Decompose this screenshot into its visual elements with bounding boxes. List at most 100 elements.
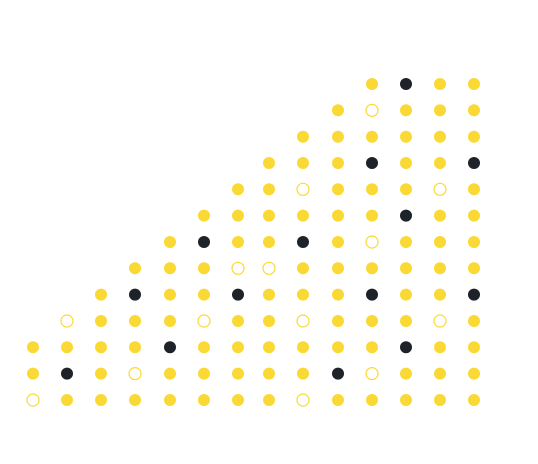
yellow-dot (263, 341, 275, 354)
yellow-dot (400, 367, 412, 380)
outlined-dot (262, 261, 276, 275)
outlined-dot (433, 182, 447, 196)
yellow-dot (400, 262, 412, 275)
yellow-dot (366, 130, 378, 143)
yellow-dot (366, 341, 378, 354)
yellow-dot (129, 315, 141, 327)
yellow-dot (164, 315, 176, 327)
dark-dot (400, 78, 412, 90)
yellow-dot (232, 394, 244, 406)
yellow-dot (468, 104, 480, 117)
yellow-dot (400, 157, 412, 169)
dark-dot (366, 288, 378, 301)
yellow-dot (198, 341, 210, 354)
dark-dot (468, 157, 480, 169)
yellow-dot (332, 341, 344, 354)
yellow-dot (95, 315, 107, 327)
yellow-dot (400, 130, 412, 143)
yellow-dot (297, 157, 309, 169)
yellow-dot (198, 262, 210, 275)
yellow-dot (434, 130, 446, 143)
yellow-dot (434, 209, 446, 222)
yellow-dot (468, 367, 480, 380)
yellow-dot (366, 394, 378, 406)
yellow-dot (332, 209, 344, 222)
yellow-dot (434, 367, 446, 380)
yellow-dot (400, 236, 412, 248)
yellow-dot (232, 341, 244, 354)
yellow-dot (164, 262, 176, 275)
yellow-dot (61, 394, 73, 406)
yellow-dot (400, 288, 412, 301)
yellow-dot (198, 288, 210, 301)
yellow-dot (297, 341, 309, 354)
dark-dot (332, 367, 344, 380)
outlined-dot (60, 314, 74, 328)
yellow-dot (164, 288, 176, 301)
yellow-dot (332, 157, 344, 169)
yellow-dot (198, 367, 210, 380)
yellow-dot (95, 367, 107, 380)
yellow-dot (61, 341, 73, 354)
yellow-dot (263, 236, 275, 248)
yellow-dot (468, 78, 480, 90)
dark-dot (366, 157, 378, 169)
yellow-dot (332, 104, 344, 117)
outlined-dot (433, 314, 447, 328)
yellow-dot (263, 209, 275, 222)
yellow-dot (164, 367, 176, 380)
yellow-dot (297, 130, 309, 143)
yellow-dot (332, 183, 344, 196)
yellow-dot (198, 394, 210, 406)
dark-dot (129, 288, 141, 301)
outlined-dot (128, 367, 142, 381)
outlined-dot (365, 103, 379, 117)
outlined-dot (26, 393, 40, 407)
yellow-dot (332, 262, 344, 275)
yellow-dot (400, 183, 412, 196)
yellow-dot (263, 367, 275, 380)
yellow-dot (400, 104, 412, 117)
yellow-dot (263, 394, 275, 406)
yellow-dot (95, 288, 107, 301)
yellow-dot (366, 78, 378, 90)
yellow-dot (164, 236, 176, 248)
yellow-dot (468, 341, 480, 354)
yellow-dot (400, 315, 412, 327)
yellow-dot (332, 394, 344, 406)
outlined-dot (296, 182, 310, 196)
yellow-dot (232, 315, 244, 327)
yellow-dot (232, 367, 244, 380)
yellow-dot (366, 183, 378, 196)
yellow-dot (129, 262, 141, 275)
yellow-dot (366, 262, 378, 275)
yellow-dot (468, 130, 480, 143)
yellow-dot (468, 262, 480, 275)
yellow-dot (434, 104, 446, 117)
yellow-dot (434, 394, 446, 406)
yellow-dot (468, 236, 480, 248)
yellow-dot (198, 209, 210, 222)
yellow-dot (297, 288, 309, 301)
yellow-dot (232, 209, 244, 222)
dark-dot (400, 341, 412, 354)
yellow-dot (263, 288, 275, 301)
yellow-dot (434, 78, 446, 90)
dark-dot (164, 341, 176, 354)
outlined-dot (197, 314, 211, 328)
yellow-dot (366, 315, 378, 327)
yellow-dot (164, 394, 176, 406)
yellow-dot (332, 288, 344, 301)
yellow-dot (232, 236, 244, 248)
yellow-dot (129, 394, 141, 406)
yellow-dot (27, 341, 39, 354)
dark-dot (400, 209, 412, 222)
yellow-dot (263, 315, 275, 327)
yellow-dot (297, 367, 309, 380)
dark-dot (61, 367, 73, 380)
yellow-dot (468, 209, 480, 222)
outlined-dot (365, 235, 379, 249)
yellow-dot (434, 288, 446, 301)
